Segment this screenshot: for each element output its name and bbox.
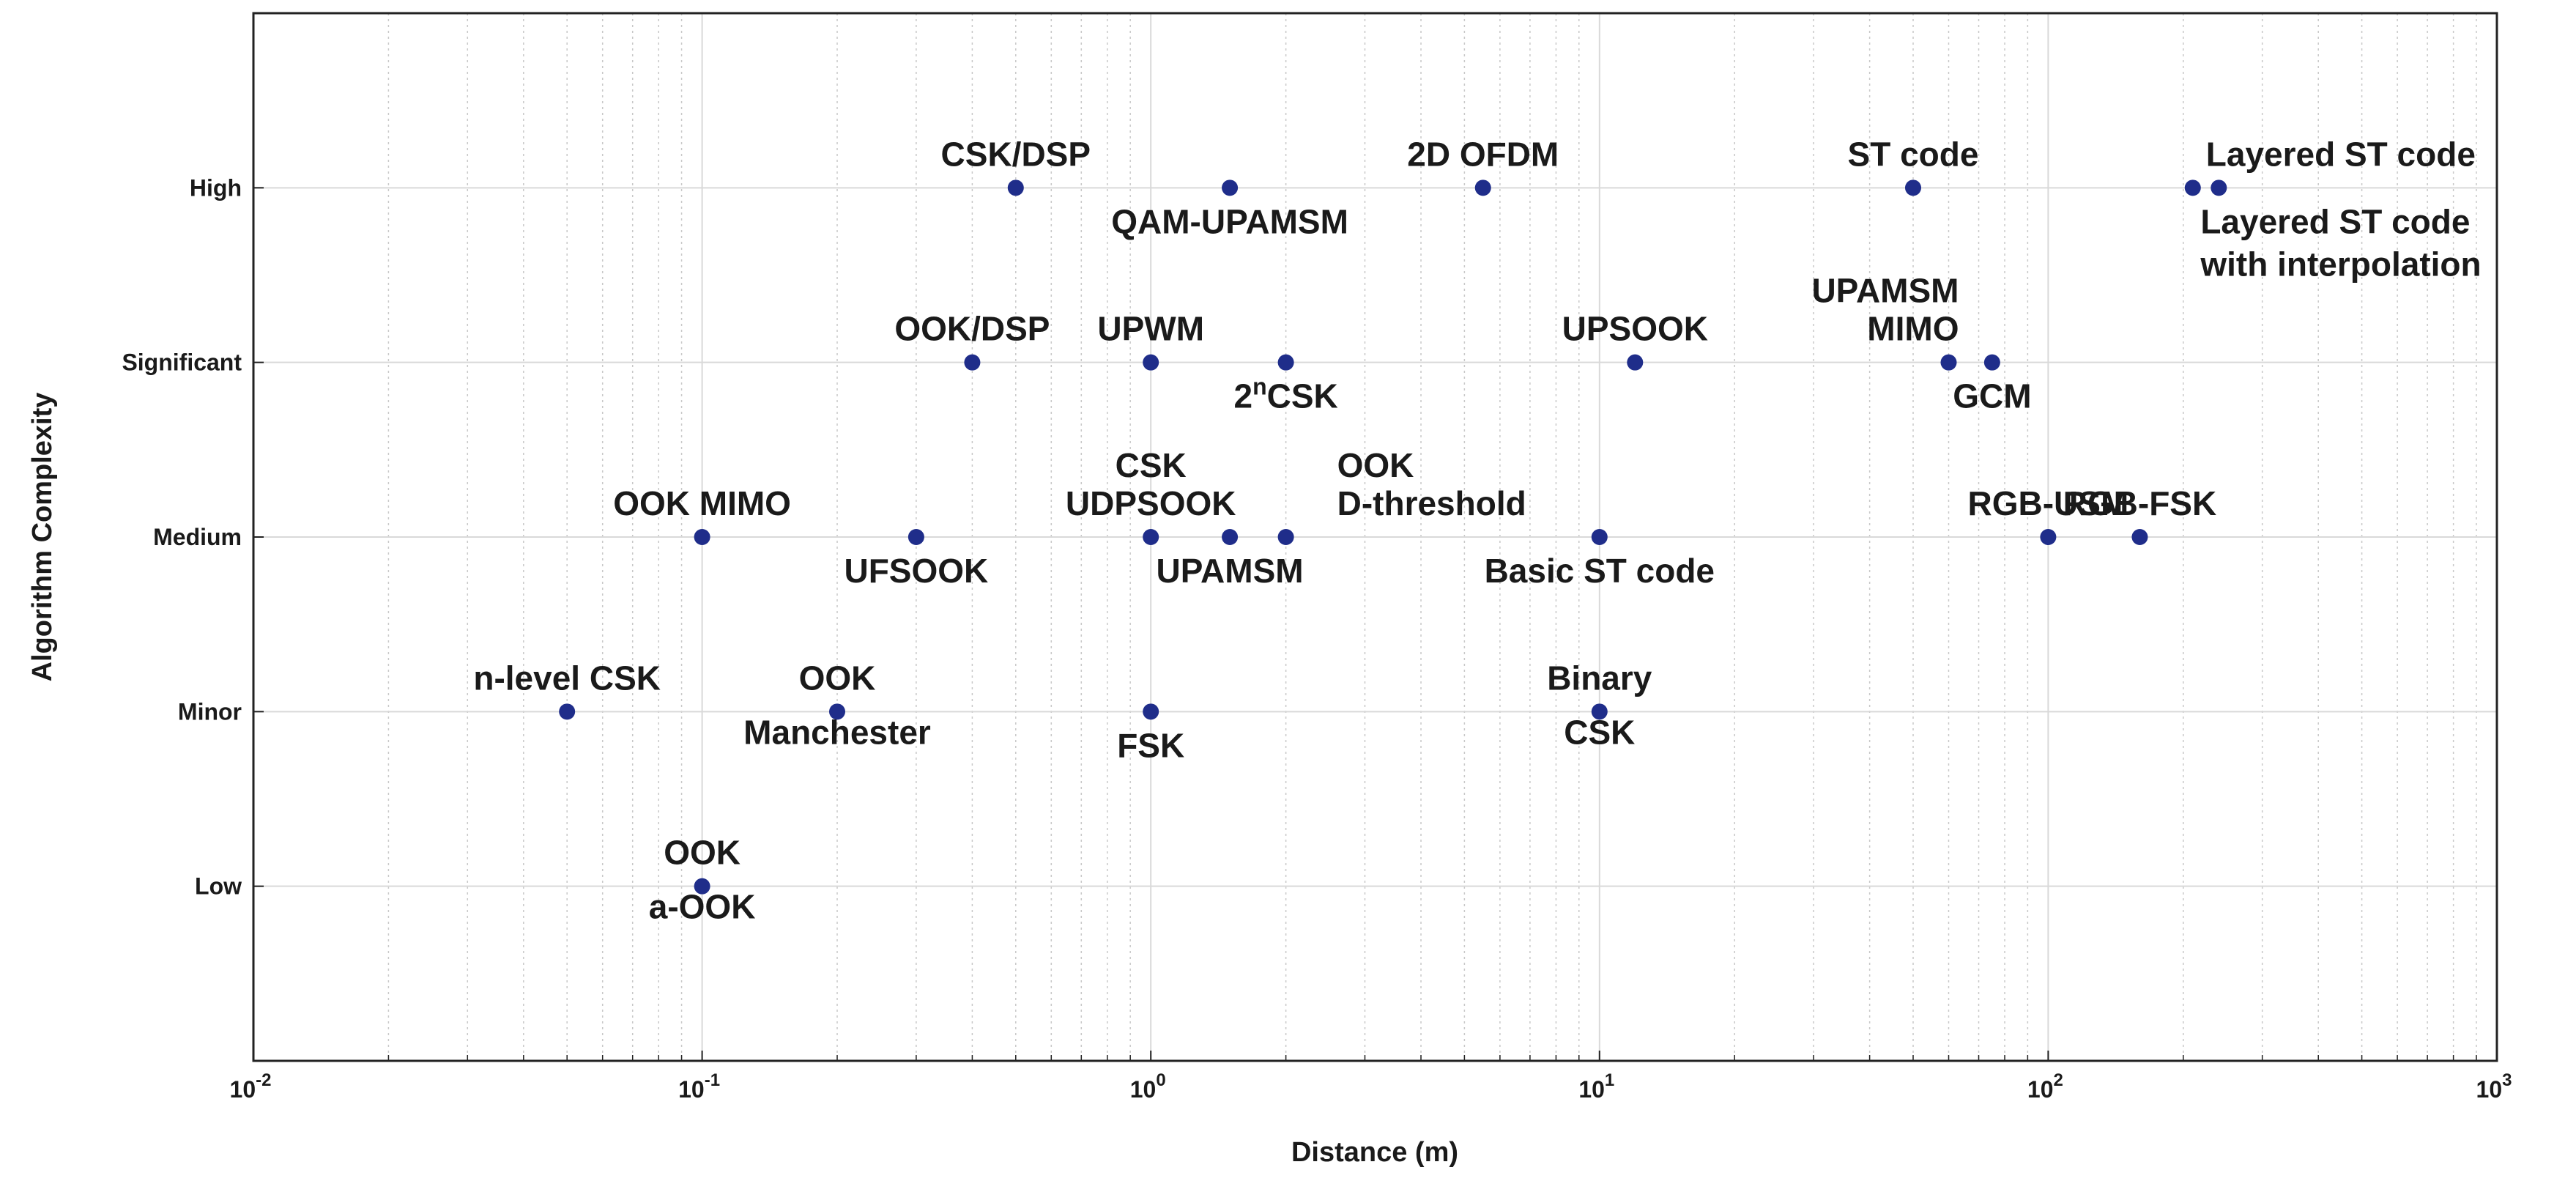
point-label: RGB-FSK <box>2063 484 2217 522</box>
x-tick-label: 10-1 <box>678 1070 720 1103</box>
x-tick-label: 10-2 <box>230 1070 272 1103</box>
point-label: OOK <box>799 659 876 697</box>
scatter-point <box>1940 354 1957 371</box>
scatter-point <box>1591 703 1608 720</box>
scatter-point <box>2040 529 2057 545</box>
x-axis-label: Distance (m) <box>1291 1137 1458 1168</box>
x-tick-label: 100 <box>1130 1070 1166 1103</box>
point-label: UPAMSM <box>1157 552 1304 590</box>
scatter-point <box>1222 529 1239 545</box>
scatter-point <box>1591 529 1608 545</box>
point-label: Manchester <box>743 713 931 751</box>
point-label: OOK <box>664 834 740 872</box>
y-axis-label: Algorithm Complexity <box>27 393 58 682</box>
scatter-point <box>1222 179 1239 196</box>
point-label: UPAMSM <box>1811 272 1959 310</box>
point-label: FSK <box>1117 726 1184 764</box>
y-tick-label: Medium <box>153 524 242 550</box>
y-tick-label: Minor <box>178 698 242 725</box>
point-label: CSK/DSP <box>941 135 1091 173</box>
scatter-point <box>1474 179 1491 196</box>
point-label: UFSOOK <box>844 552 988 590</box>
scatter-point <box>829 703 846 720</box>
y-tick-label: Significant <box>122 349 242 376</box>
point-label: Binary <box>1547 659 1652 697</box>
point-label: OOK MIMO <box>613 484 791 522</box>
scatter-point <box>1007 179 1024 196</box>
scatter-point <box>1627 354 1644 371</box>
x-tick-label: 103 <box>2476 1070 2512 1103</box>
scatter-point <box>1277 354 1294 371</box>
point-label: D-threshold <box>1337 484 1526 522</box>
point-label: 2D OFDM <box>1407 135 1559 173</box>
scatter-point <box>907 529 924 545</box>
scatter-point <box>1277 529 1294 545</box>
point-label: a-OOK <box>649 888 756 926</box>
point-label: Layered ST code <box>2206 135 2476 173</box>
scatter-point <box>2184 179 2201 196</box>
y-tick-label: Low <box>195 873 242 900</box>
point-label: CSK <box>1116 446 1187 484</box>
point-label: n-level CSK <box>473 659 661 697</box>
point-label: UDPSOOK <box>1066 484 1236 522</box>
scatter-point <box>964 354 981 371</box>
point-label: UPWM <box>1097 310 1204 348</box>
point-label: Layered ST code <box>2200 202 2470 240</box>
point-label: OOK <box>1337 446 1414 484</box>
point-label: QAM-UPAMSM <box>1111 202 1348 240</box>
point-label: MIMO <box>1867 310 1959 348</box>
point-label: GCM <box>1953 377 2031 415</box>
scatter-point <box>1904 179 1921 196</box>
point-label: CSK <box>1564 713 1635 751</box>
scatter-point <box>1143 529 1159 545</box>
scatter-point <box>1143 354 1159 371</box>
y-tick-label: High <box>190 174 242 201</box>
scatter-point <box>694 878 710 895</box>
scatter-point <box>2211 179 2227 196</box>
scatter-point <box>1983 354 2000 371</box>
scatter-point <box>694 529 710 545</box>
x-tick-label: 102 <box>2027 1070 2063 1103</box>
x-tick-label: 101 <box>1578 1070 1614 1103</box>
scatter-point <box>1143 703 1159 720</box>
scatter-point <box>559 703 576 720</box>
point-label: 2nCSK <box>1233 374 1337 415</box>
point-label: with interpolation <box>2200 245 2481 283</box>
point-label: OOK/DSP <box>894 310 1050 348</box>
axis-ticks: 10-2 10-1 100 101 102 103 Low Minor Medium Signif… <box>122 174 2512 1103</box>
scatter-point <box>2131 529 2148 545</box>
point-label: UPSOOK <box>1562 310 1708 348</box>
data-points: n-level CSK OOK a-OOK OOK MIMO OOK Manchester… <box>473 135 2481 925</box>
point-label: ST code <box>1848 135 1979 173</box>
grid-lines <box>253 13 2497 1061</box>
point-label: Basic ST code <box>1485 552 1715 590</box>
point-label: RGB-USM <box>1968 484 2129 522</box>
